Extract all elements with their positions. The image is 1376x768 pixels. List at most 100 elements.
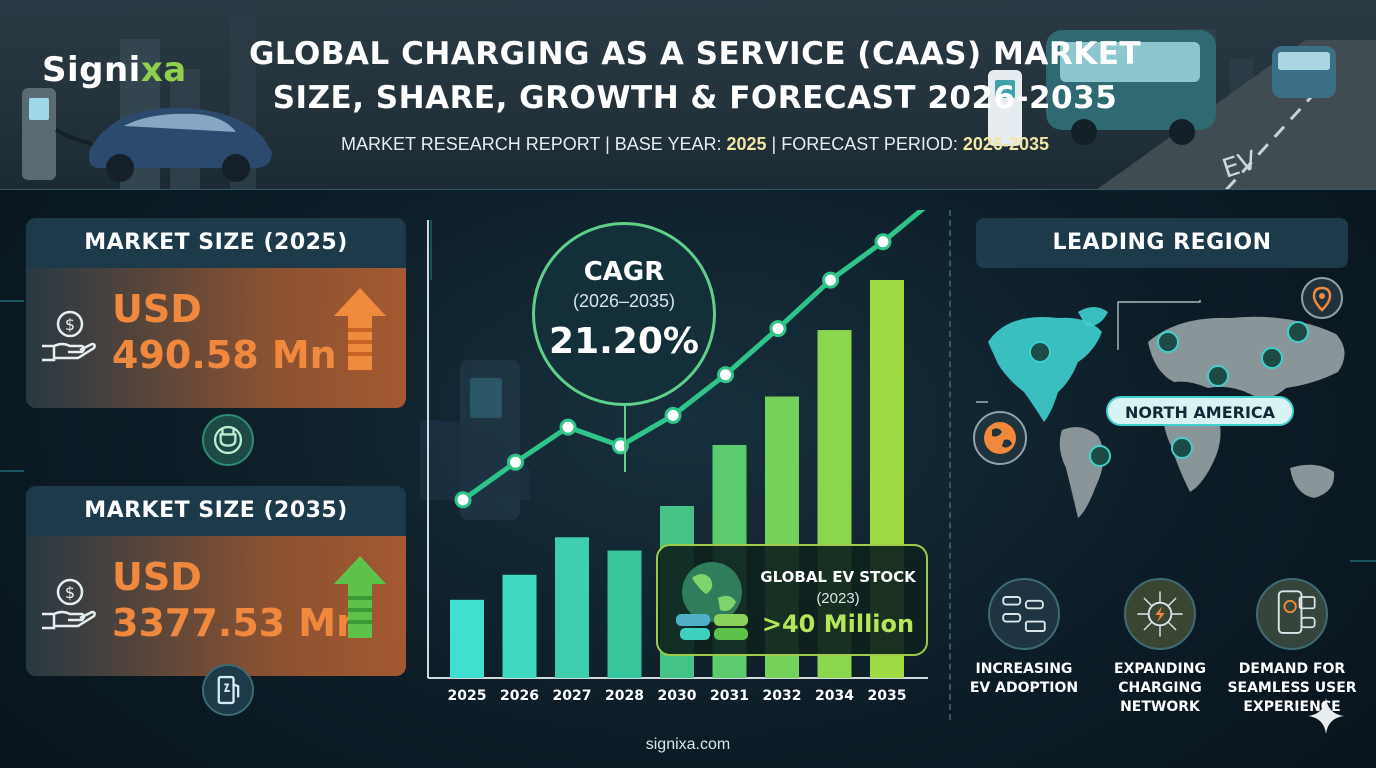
trend-point [717, 366, 734, 384]
chart-x-tick-label: 2032 [763, 688, 802, 704]
south-america-shape [1059, 427, 1104, 518]
forecast-period: 2026-2035 [962, 134, 1049, 154]
section-divider [949, 210, 951, 720]
chart-trend-line [454, 210, 926, 509]
map-pin-icon [1089, 445, 1111, 467]
map-pin-icon [1029, 341, 1051, 363]
chart-bar-2028 [607, 550, 642, 678]
phone-app-icon [1256, 578, 1328, 650]
network-bolt-icon [1124, 578, 1196, 650]
driver-line: EXPANDING [1114, 661, 1206, 677]
trend-point [874, 233, 892, 251]
svg-text:$: $ [65, 315, 75, 334]
driver-line: CHARGING [1118, 680, 1202, 696]
driver-line: INCREASING [975, 661, 1073, 677]
svg-text:$: $ [65, 583, 75, 602]
cagr-badge: CAGR (2026–2035) 21.20% [532, 222, 716, 406]
australia-shape [1290, 464, 1335, 498]
money-hand-icon: $ [42, 310, 96, 362]
up-arrow-icon [334, 556, 386, 638]
eurasia-shape [1148, 316, 1345, 398]
value-label: 490.58 Mn [112, 333, 337, 377]
chart-x-tick-label: 2034 [815, 688, 854, 704]
ev-stock-value: >40 Million [761, 610, 915, 638]
driver-line: EV ADOPTION [969, 680, 1079, 696]
market-size-2025-heading: MARKET SIZE (2025) [26, 218, 406, 268]
leading-region-heading: LEADING REGION [976, 218, 1348, 268]
currency-label: USD [112, 555, 202, 599]
chart-bar-2025 [450, 599, 484, 678]
market-size-2025-card: MARKET SIZE (2025) $ USD 490.58 Mn [26, 218, 406, 408]
circuit-line [0, 300, 24, 302]
driver-line: NETWORK [1120, 699, 1200, 715]
subtitle-mid: | FORECAST PERIOD: [766, 134, 963, 154]
charging-station-background [420, 360, 530, 520]
cagr-value: 21.20% [549, 321, 699, 362]
value-label: 3377.53 Mn [112, 601, 364, 645]
market-size-2035-body: $ USD 3377.53 Mn [26, 536, 406, 676]
chart-x-tick-label: 2026 [500, 688, 539, 704]
ev-charging-car-illustration [22, 88, 272, 182]
up-arrow-icon [334, 288, 386, 370]
chart-x-tick-label: 2025 [448, 688, 487, 704]
title-line-1: GLOBAL CHARGING AS A SERVICE (CAAS) MARK… [248, 36, 1142, 72]
market-size-2025-value: USD 490.58 Mn [112, 286, 337, 378]
map-pin-icon [1261, 347, 1283, 369]
chart-x-labels: 2025 2026 2027 2028 2030 2031 2032 2034 2035 [448, 688, 907, 704]
trend-point [822, 271, 839, 289]
globe-cars-icon [676, 562, 748, 640]
footer-site-url: signixa.com [645, 736, 731, 753]
chart-bar-2026 [502, 574, 537, 678]
trend-point [769, 320, 787, 338]
chart-x-tick-label: 2030 [658, 688, 697, 704]
sparkle-icon [1308, 698, 1344, 734]
map-pin-icon [1157, 331, 1179, 353]
driver-line: SEAMLESS USER [1227, 680, 1357, 696]
driver-user-experience-label: DEMAND FOR SEAMLESS USER EXPERIENCE [1222, 660, 1362, 717]
bus-charging-illustration: EV [988, 30, 1376, 189]
market-size-2035-value: USD 3377.53 Mn [112, 554, 363, 646]
circuit-line [0, 470, 24, 472]
north-america-shape [988, 317, 1102, 422]
leading-region-name: NORTH AMERICA [1106, 396, 1294, 426]
circuit-line [1350, 560, 1376, 562]
chart-x-tick-label: 2027 [553, 688, 592, 704]
market-size-2035-heading: MARKET SIZE (2035) [26, 486, 406, 536]
map-pin-icon [1287, 321, 1309, 343]
trend-point [507, 453, 524, 471]
driver-line: DEMAND FOR [1238, 661, 1346, 677]
globe-icon [973, 411, 1027, 465]
driver-charging-network-label: EXPANDING CHARGING NETWORK [1090, 660, 1230, 717]
cagr-period: (2026–2035) [572, 291, 676, 311]
title-line-2: SIZE, SHARE, GROWTH & FORECAST 2026-2035 [272, 80, 1118, 116]
map-pin-icon [1207, 365, 1229, 387]
currency-label: USD [112, 287, 202, 331]
global-ev-stock-card: GLOBAL EV STOCK (2023) >40 Million [656, 544, 928, 656]
chart-x-tick-label: 2035 [868, 688, 907, 704]
trend-point [559, 418, 577, 436]
ev-stock-title: GLOBAL EV STOCK [760, 568, 916, 586]
base-year: 2025 [726, 134, 767, 154]
signixa-logo: Signixa [42, 50, 187, 90]
driver-line: EXPERIENCE [1243, 699, 1341, 715]
charging-station-icon [202, 664, 254, 716]
subtitle-prefix: MARKET RESEARCH REPORT | BASE YEAR: [341, 134, 727, 154]
charging-plug-icon [202, 414, 254, 466]
map-pin-icon [1171, 437, 1193, 459]
trend-point [454, 491, 472, 509]
header-banner: EV Signixa GLOBAL CHARGING AS A SERVICE … [0, 0, 1376, 190]
money-hand-icon: $ [42, 578, 96, 630]
driver-ev-adoption-label: INCREASING EV ADOPTION [954, 660, 1094, 698]
ev-stock-year: (2023) [816, 590, 860, 607]
page-title: GLOBAL CHARGING AS A SERVICE (CAAS) MARK… [200, 32, 1190, 120]
chart-x-tick-label: 2028 [605, 688, 644, 704]
chart-bar-2027 [555, 537, 589, 678]
cagr-label: CAGR [583, 257, 665, 287]
chart-x-tick-label: 2031 [710, 688, 749, 704]
circuit-line [430, 220, 432, 280]
report-subtitle: MARKET RESEARCH REPORT | BASE YEAR: 2025… [200, 134, 1190, 155]
market-size-2035-card: MARKET SIZE (2035) $ USD 3377.53 Mn [26, 486, 406, 676]
trend-point [664, 406, 682, 424]
trend-line [461, 210, 926, 502]
location-marker-icon [1301, 277, 1343, 319]
